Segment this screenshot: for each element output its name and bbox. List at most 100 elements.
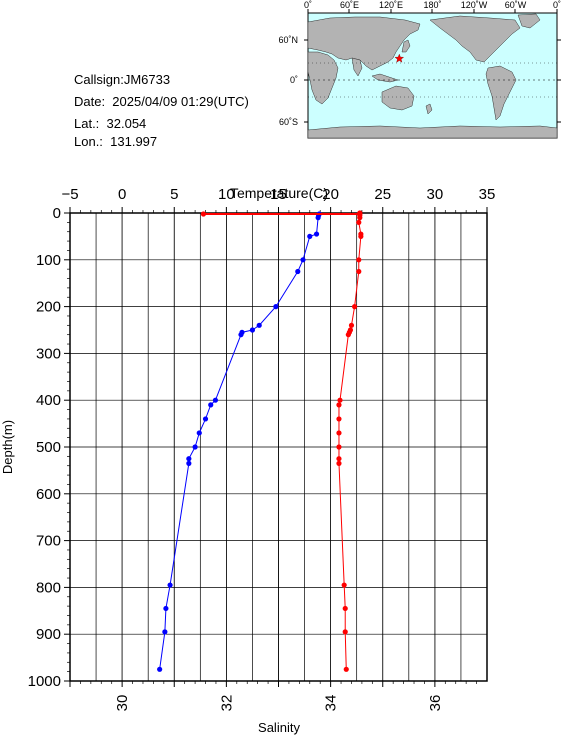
temperature-data-point: [341, 582, 347, 588]
map-longitude-label: 60˚E: [340, 0, 359, 10]
salinity-data-point: [249, 327, 256, 333]
temperature-data-point: [336, 456, 342, 462]
temperature-data-point: [336, 430, 342, 436]
eurasia-landmass: [307, 16, 421, 71]
salinity-tick-label: 32: [218, 695, 235, 712]
temperature-tick-label: 25: [374, 186, 391, 203]
salinity-data-point: [192, 444, 198, 450]
temperature-tick-label: 5: [170, 186, 178, 203]
salinity-axis-label: Salinity: [258, 720, 300, 735]
salinity-profile-line: [159, 213, 320, 670]
salinity-data-point: [163, 605, 169, 612]
temperature-data-point: [358, 233, 364, 239]
depth-tick-label: 600: [36, 486, 61, 503]
salinity-data-point: [186, 460, 192, 466]
south-america-landmass: [485, 65, 517, 121]
temperature-data-point: [336, 402, 342, 408]
depth-tick-label: 200: [36, 299, 61, 316]
map-longitude-label: 60˚W: [505, 0, 527, 10]
map-longitude-label: 0˚: [304, 0, 312, 10]
salinity-data-point: [315, 215, 321, 221]
depth-tick-label: 800: [36, 579, 61, 596]
greenland-landmass: [517, 13, 541, 29]
temperature-data-point: [356, 257, 362, 263]
temperature-data-point: [343, 666, 349, 672]
salinity-data-point: [208, 402, 214, 408]
temperature-data-point: [356, 268, 362, 275]
temperature-data-point: [357, 215, 363, 221]
africa-landmass: [307, 51, 339, 105]
salinity-tick-label: 34: [323, 695, 340, 712]
salinity-data-point: [256, 322, 262, 328]
depth-tick-label: 1000: [28, 673, 61, 690]
map-latitude-label: 60˚S: [279, 117, 298, 127]
map-latitude-labels: 60˚N 0˚ 60˚S: [278, 35, 298, 127]
temperature-tick-label: −5: [61, 186, 78, 203]
map-frame: [304, 9, 561, 139]
salinity-data-point: [167, 582, 173, 588]
map-land: [307, 13, 558, 139]
australia-landmass: [381, 85, 415, 111]
temperature-data-point: [336, 444, 342, 450]
north-america-landmass: [429, 15, 521, 63]
depth-tick-label: 900: [36, 626, 61, 643]
map-longitude-label: 120˚W: [461, 0, 488, 10]
latitude-text: Lat.: 32.054: [74, 116, 147, 131]
salinity-data-point: [196, 430, 202, 436]
antarctica-landmass: [307, 125, 558, 139]
map-longitude-label: 180˚: [423, 0, 441, 10]
world-map: 0˚ 60˚E 120˚E 180˚ 120˚W 60˚W 0˚ 60˚N 0˚ 60˚S: [278, 0, 561, 139]
temperature-tick-label: 35: [479, 186, 496, 203]
temperature-data-point: [342, 605, 348, 612]
salinity-data-point: [300, 257, 306, 263]
depth-tick-label: 300: [36, 345, 61, 362]
depth-tick-label: 100: [36, 252, 61, 269]
salinity-data-point: [313, 231, 320, 237]
map-longitude-labels: 0˚ 60˚E 120˚E 180˚ 120˚W 60˚W 0˚: [304, 0, 561, 10]
map-frame-ticks-left: [304, 39, 561, 123]
depth-axis-label: Depth(m): [0, 420, 15, 474]
salinity-data-point: [212, 397, 219, 403]
temperature-tick-label: 0: [118, 186, 126, 203]
salinity-data-point: [202, 416, 209, 422]
map-longitude-label: 120˚E: [379, 0, 403, 10]
salinity-data-point: [238, 332, 244, 338]
temperature-profile-line: [338, 213, 362, 670]
callsign-text: Callsign:JM6733: [74, 72, 171, 87]
depth-tick-label: 400: [36, 392, 61, 409]
temperature-data-point: [356, 219, 362, 225]
salinity-tick-label: 36: [427, 695, 444, 712]
date-text: Date: 2025/04/09 01:29(UTC): [74, 94, 249, 109]
temperature-data-point: [342, 629, 348, 635]
temperature-data-point: [336, 416, 342, 422]
chart-series: [157, 210, 364, 672]
salinity-data-point: [162, 629, 168, 635]
temperature-data-point: [337, 397, 343, 403]
temperature-tick-label: 15: [270, 186, 287, 203]
depth-tick-label: 700: [36, 533, 61, 550]
map-latitude-label: 60˚N: [278, 35, 298, 45]
depth-tick-label: 500: [36, 439, 61, 456]
new-zealand-landmass: [425, 103, 433, 115]
depth-tick-label: 0: [53, 205, 61, 222]
chart-axes: −5 0 5 10 15 20 25 30 35010020030040050060070080…: [28, 186, 496, 711]
map-frame-ticks-top: [307, 9, 558, 13]
chart-grid: [69, 212, 488, 682]
salinity-data-point: [186, 456, 192, 462]
longitude-text: Lon.: 131.997: [74, 134, 158, 149]
temperature-data-point: [352, 304, 358, 310]
temperature-axis-label: Temperature(C): [230, 185, 328, 201]
temperature-data-point: [336, 460, 342, 466]
temperature-data-point: [348, 322, 355, 328]
temperature-tick-label: 10: [218, 186, 235, 203]
map-latitude-label: 0˚: [290, 75, 298, 85]
temperature-data-point: [200, 211, 207, 217]
india-landmass: [351, 57, 363, 77]
japan-landmass: [401, 39, 411, 53]
salinity-data-point: [295, 268, 301, 275]
map-longitude-label: 0˚: [553, 0, 561, 10]
salinity-data-point: [307, 233, 313, 239]
salinity-data-point: [157, 666, 163, 672]
star-icon: [394, 53, 405, 63]
